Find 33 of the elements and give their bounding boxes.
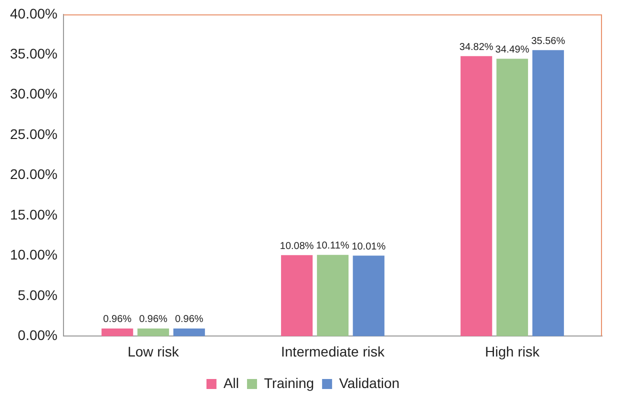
bar — [496, 58, 528, 336]
data-label: 10.11% — [316, 240, 350, 252]
y-tick-label: 5.00% — [18, 286, 58, 303]
data-label: 35.56% — [531, 36, 566, 47]
y-tick-label: 25.00% — [10, 126, 58, 142]
bar — [352, 256, 384, 336]
data-label: 10.08% — [280, 240, 314, 252]
legend-label: All — [223, 374, 240, 391]
y-tick-label: 10.00% — [10, 246, 58, 263]
data-label: 10.01% — [352, 241, 386, 252]
data-label: 34.49% — [495, 44, 530, 56]
y-tick-label: 15.00% — [10, 206, 58, 222]
data-label: 0.96% — [174, 314, 204, 326]
bar — [102, 328, 134, 336]
x-tick-label: High risk — [485, 343, 540, 360]
y-tick-label: 0.00% — [18, 327, 58, 344]
bar — [281, 255, 313, 336]
bar — [532, 50, 564, 336]
data-label: 34.82% — [459, 42, 494, 53]
legend-label: Validation — [339, 374, 400, 391]
y-tick-label: 30.00% — [10, 86, 58, 102]
bar — [137, 328, 170, 336]
bar — [316, 254, 349, 336]
bar — [460, 56, 492, 336]
x-tick-label: Intermediate risk — [281, 343, 386, 360]
data-label: 0.96% — [139, 314, 168, 326]
bar — [173, 328, 205, 336]
y-tick-label: 40.00% — [10, 5, 58, 22]
y-tick-label: 35.00% — [10, 45, 58, 62]
y-tick-label: 20.00% — [10, 166, 58, 182]
data-label: 0.96% — [103, 314, 132, 326]
legend-label: Training — [264, 374, 314, 391]
x-tick-label: Low risk — [128, 343, 180, 360]
